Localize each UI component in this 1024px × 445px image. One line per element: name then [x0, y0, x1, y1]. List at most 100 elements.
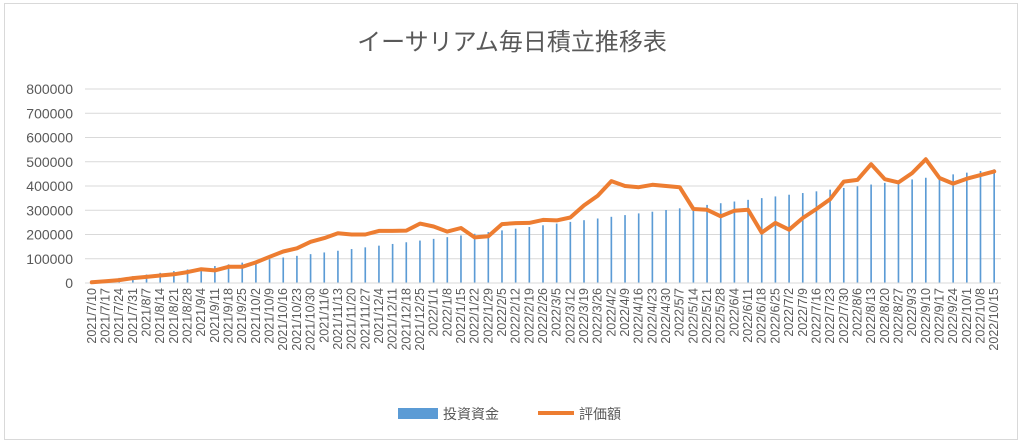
- x-tick-label: 2021/9/18: [222, 288, 236, 344]
- bar: [282, 257, 285, 283]
- bar: [706, 204, 708, 283]
- legend: 投資資金 評価額: [398, 407, 621, 423]
- bar: [337, 250, 339, 283]
- x-tick-label: 2022/6/25: [768, 288, 782, 344]
- bar: [993, 169, 995, 283]
- x-tick-label: 2022/5/28: [714, 288, 728, 344]
- x-tick-label: 2022/9/10: [919, 288, 933, 344]
- bar: [555, 223, 558, 283]
- x-tick-label: 2021/11/13: [331, 288, 345, 350]
- bar: [309, 254, 312, 283]
- x-tick-label: 2021/11/6: [317, 288, 331, 343]
- x-tick-label: 2022/9/17: [932, 288, 946, 344]
- bar: [432, 238, 435, 283]
- x-tick-label: 2022/1/22: [468, 288, 482, 344]
- x-tick-label: 2021/10/30: [304, 288, 318, 351]
- x-tick-label: 2021/8/21: [167, 288, 181, 344]
- bar: [460, 235, 462, 283]
- bar: [829, 189, 831, 283]
- legend-bar-label: 投資資金: [443, 407, 499, 423]
- x-tick-label: 2021/9/11: [208, 288, 222, 343]
- bar: [227, 264, 230, 283]
- bars-series: [91, 169, 995, 283]
- bar: [747, 199, 749, 283]
- y-tick-label: 500000: [26, 154, 73, 170]
- legend-line-label: 評価額: [579, 407, 621, 423]
- bar: [378, 245, 380, 283]
- bar: [883, 182, 886, 283]
- x-tick-label: 2021/10/23: [290, 288, 304, 351]
- x-tick-label: 2022/4/23: [645, 288, 659, 344]
- bar: [186, 269, 189, 283]
- bar: [979, 170, 982, 283]
- bar: [952, 174, 954, 283]
- bar: [911, 179, 913, 283]
- x-tick-label: 2022/10/8: [973, 288, 987, 344]
- bar: [870, 184, 872, 283]
- x-tick-label: 2022/3/12: [563, 288, 577, 344]
- x-tick-label: 2022/7/9: [796, 288, 810, 337]
- x-tick-label: 2022/2/19: [522, 288, 536, 344]
- x-tick-label: 2022/7/23: [823, 288, 837, 344]
- x-tick-label: 2021/12/18: [399, 288, 413, 351]
- x-tick-label: 2021/10/16: [276, 288, 290, 351]
- bar: [473, 233, 476, 283]
- bar: [583, 220, 585, 283]
- x-tick-label: 2022/5/21: [700, 288, 714, 344]
- bar: [637, 213, 640, 283]
- bar: [528, 226, 531, 283]
- chart-title: イーサリアム毎日積立推移表: [357, 28, 667, 56]
- bar: [323, 252, 326, 283]
- x-tick-label: 2022/1/29: [481, 288, 495, 344]
- bar: [173, 271, 175, 283]
- x-tick-label: 2021/8/28: [181, 288, 195, 344]
- bar: [719, 203, 722, 283]
- bar: [364, 247, 367, 283]
- x-tick-label: 2022/8/20: [878, 288, 892, 344]
- bar: [241, 262, 244, 283]
- x-tick-label: 2021/11/27: [358, 288, 372, 350]
- bar: [200, 267, 203, 283]
- y-tick-label: 600000: [26, 130, 73, 146]
- y-tick-label: 0: [65, 275, 73, 291]
- y-tick-label: 300000: [26, 202, 73, 218]
- x-tick-label: 2022/8/6: [850, 288, 864, 337]
- bar: [760, 198, 763, 283]
- x-tick-label: 2022/2/26: [536, 288, 550, 344]
- y-tick-label: 100000: [26, 251, 73, 267]
- bar: [624, 215, 626, 283]
- x-tick-label: 2022/1/1: [427, 288, 441, 337]
- x-tick-label: 2022/10/1: [960, 288, 974, 344]
- x-tick-label: 2022/1/8: [440, 288, 454, 337]
- x-tick-label: 2022/8/13: [864, 288, 878, 344]
- x-tick-label: 2021/8/14: [153, 288, 167, 344]
- x-tick-label: 2022/4/30: [659, 288, 673, 344]
- bar: [542, 225, 544, 283]
- bar: [296, 255, 298, 283]
- bar: [842, 187, 845, 283]
- y-tick-label: 800000: [26, 81, 73, 97]
- bar: [446, 237, 449, 283]
- x-tick-label: 2022/5/7: [673, 288, 687, 337]
- x-tick-label: 2022/10/15: [987, 288, 1001, 351]
- bar: [268, 259, 271, 283]
- legend-bar-swatch: [398, 408, 438, 419]
- bar: [405, 242, 408, 283]
- x-tick-label: 2021/7/10: [85, 288, 99, 344]
- x-tick-label: 2022/4/16: [632, 288, 646, 344]
- bar: [214, 266, 216, 283]
- x-tick-label: 2021/8/7: [140, 288, 154, 337]
- bar: [419, 240, 421, 283]
- x-tick-label: 2022/6/11: [741, 288, 755, 343]
- grid-lines: [85, 88, 1001, 260]
- bar: [856, 186, 859, 283]
- x-tick-label: 2021/12/4: [372, 288, 386, 344]
- bar: [801, 193, 804, 283]
- x-tick-label: 2022/4/9: [618, 288, 632, 337]
- x-axis-ticks: 2021/7/10 2021/7/17 2021/7/24 2021/7/31 2021…: [85, 288, 1001, 351]
- x-tick-label: 2022/2/12: [509, 288, 523, 344]
- x-tick-label: 2022/3/26: [591, 288, 605, 344]
- line-series: [89, 157, 997, 285]
- x-tick-label: 2021/12/25: [413, 288, 427, 351]
- bar: [596, 218, 599, 283]
